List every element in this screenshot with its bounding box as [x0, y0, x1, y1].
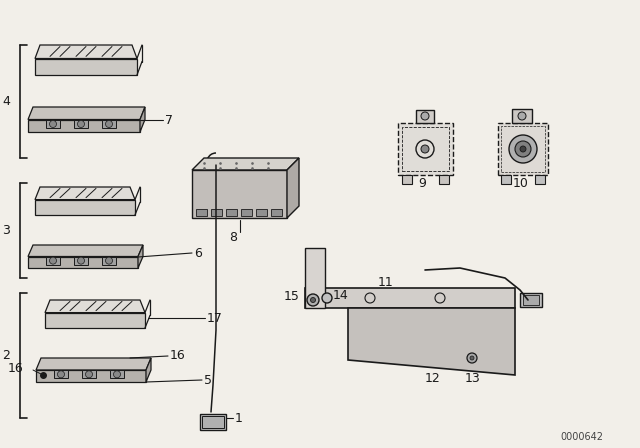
Polygon shape	[45, 313, 145, 328]
Polygon shape	[36, 370, 146, 382]
Polygon shape	[192, 170, 287, 218]
Text: 16: 16	[170, 349, 186, 362]
Circle shape	[509, 135, 537, 163]
Polygon shape	[45, 300, 145, 313]
Bar	[271, 209, 282, 216]
Bar	[523, 295, 539, 305]
Polygon shape	[102, 120, 116, 128]
Polygon shape	[138, 245, 143, 268]
Polygon shape	[35, 187, 135, 200]
Bar	[211, 209, 222, 216]
Polygon shape	[28, 120, 140, 132]
Polygon shape	[35, 45, 137, 59]
Polygon shape	[146, 358, 151, 382]
Polygon shape	[28, 257, 138, 268]
Bar	[501, 175, 511, 184]
Bar	[501, 126, 545, 172]
Text: 3: 3	[2, 224, 10, 237]
Circle shape	[106, 121, 113, 128]
Polygon shape	[110, 370, 124, 379]
Circle shape	[520, 146, 526, 152]
Text: 7: 7	[165, 113, 173, 126]
Polygon shape	[35, 200, 135, 215]
Polygon shape	[82, 370, 96, 379]
Text: 13: 13	[465, 371, 481, 384]
Text: 16: 16	[8, 362, 24, 375]
Circle shape	[307, 294, 319, 306]
Circle shape	[113, 371, 120, 378]
Circle shape	[467, 353, 477, 363]
Text: 14: 14	[333, 289, 349, 302]
Circle shape	[310, 297, 316, 302]
Polygon shape	[35, 59, 137, 75]
Polygon shape	[102, 257, 116, 265]
Polygon shape	[46, 257, 60, 265]
Circle shape	[470, 356, 474, 360]
Text: 11: 11	[378, 276, 394, 289]
Text: 9: 9	[418, 177, 426, 190]
Text: 15: 15	[284, 289, 300, 302]
Bar	[535, 175, 545, 184]
Text: 8: 8	[229, 231, 237, 244]
Polygon shape	[74, 257, 88, 265]
Polygon shape	[74, 120, 88, 128]
Text: 10: 10	[513, 177, 529, 190]
Polygon shape	[140, 107, 145, 132]
Circle shape	[86, 371, 93, 378]
Text: 0000642: 0000642	[560, 432, 603, 442]
Text: 5: 5	[204, 374, 212, 387]
Circle shape	[322, 293, 332, 303]
Circle shape	[58, 371, 65, 378]
Bar	[226, 209, 237, 216]
Circle shape	[515, 141, 531, 157]
Polygon shape	[28, 107, 145, 120]
Polygon shape	[287, 158, 299, 218]
Bar	[416, 110, 434, 123]
Text: 12: 12	[425, 371, 441, 384]
Circle shape	[49, 121, 56, 128]
Circle shape	[77, 121, 84, 128]
Bar	[196, 209, 207, 216]
Bar	[402, 175, 412, 184]
Circle shape	[77, 257, 84, 264]
Circle shape	[106, 257, 113, 264]
Circle shape	[518, 112, 526, 120]
Text: 2: 2	[2, 349, 10, 362]
Circle shape	[421, 145, 429, 153]
Bar	[200, 414, 226, 430]
Bar	[402, 127, 449, 171]
Text: 6: 6	[194, 246, 202, 259]
Bar	[202, 416, 224, 428]
Text: 17: 17	[207, 311, 223, 324]
Text: 4: 4	[2, 95, 10, 108]
Polygon shape	[305, 288, 515, 308]
Polygon shape	[305, 248, 325, 308]
Polygon shape	[28, 245, 143, 257]
Polygon shape	[46, 120, 60, 128]
Bar	[398, 123, 453, 175]
Polygon shape	[54, 370, 68, 379]
Bar	[512, 109, 532, 123]
Polygon shape	[192, 158, 299, 170]
Circle shape	[49, 257, 56, 264]
Bar	[439, 175, 449, 184]
Circle shape	[421, 112, 429, 120]
Bar	[241, 209, 252, 216]
Text: 1: 1	[235, 412, 243, 425]
Bar	[256, 209, 267, 216]
Polygon shape	[36, 358, 151, 370]
Bar	[520, 293, 542, 307]
Polygon shape	[348, 308, 515, 375]
Bar	[498, 123, 548, 175]
